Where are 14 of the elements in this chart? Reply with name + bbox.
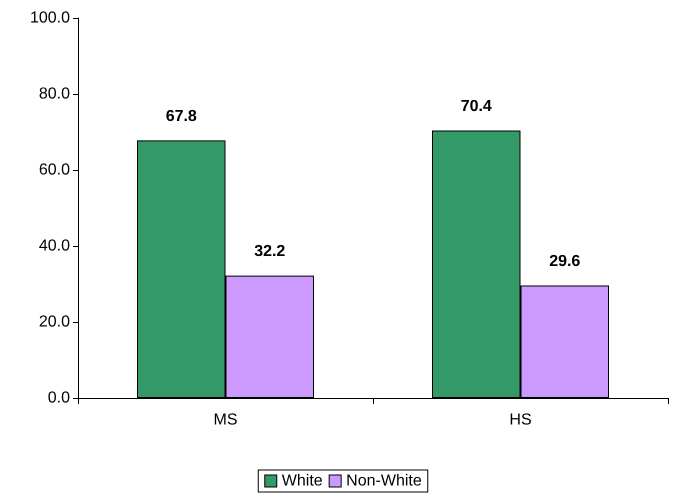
data-label: 67.8 (166, 108, 197, 125)
x-tick-label: MS (214, 412, 238, 428)
legend-label: White (282, 472, 323, 490)
y-tick-label: 100.0 (30, 10, 70, 26)
x-tick-label: HS (509, 412, 532, 428)
data-label: 32.2 (254, 243, 286, 260)
y-tick-label: 60.0 (38, 162, 70, 178)
legend-label: Non-White (346, 472, 422, 490)
data-label: 29.6 (549, 253, 580, 270)
y-tick-label: 40.0 (38, 238, 70, 254)
y-tick-label: 0.0 (48, 390, 70, 406)
y-tick-label: 20.0 (38, 314, 70, 330)
data-label: 70.4 (460, 98, 492, 115)
y-tick-label: 80.0 (38, 86, 70, 102)
